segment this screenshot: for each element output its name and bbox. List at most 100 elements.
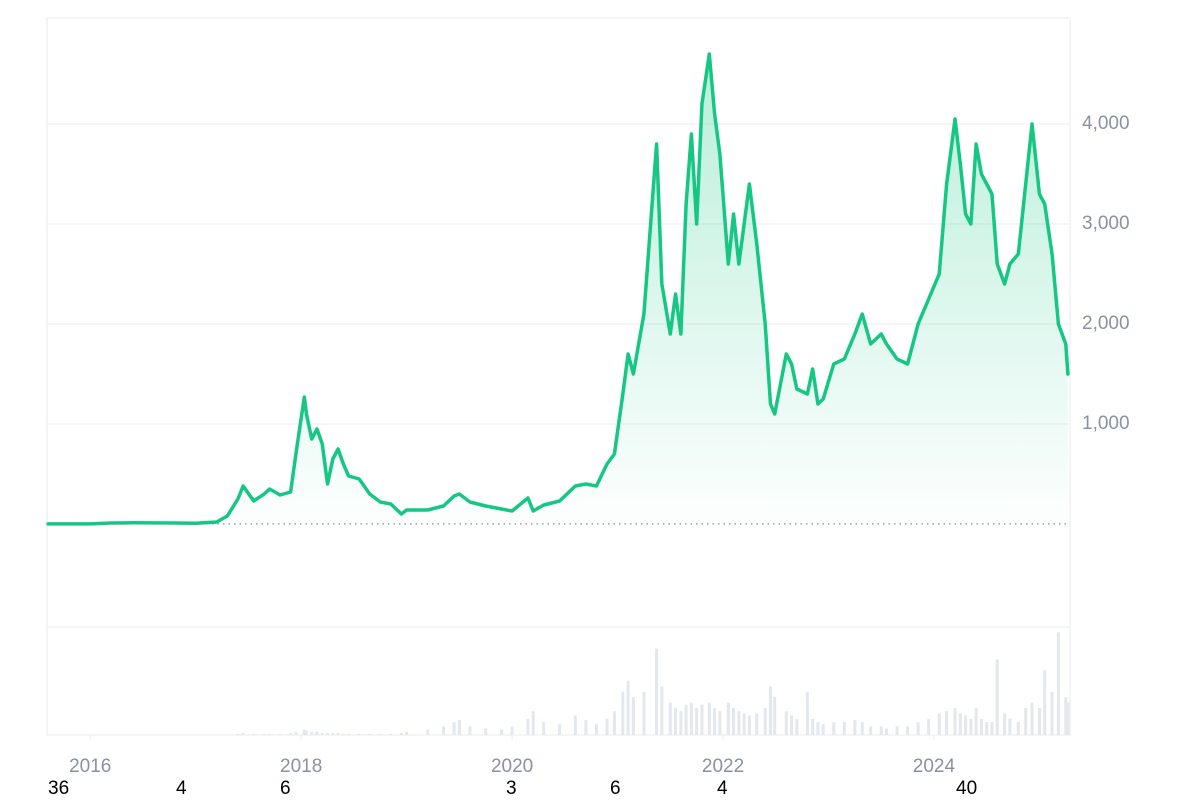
volume-bar [621, 691, 625, 735]
volume-bar [990, 722, 994, 735]
volume-bar [795, 718, 799, 735]
volume-bar [320, 732, 324, 735]
volume-bar [958, 713, 962, 735]
volume-bar [1043, 670, 1047, 735]
volume-bar [252, 733, 256, 735]
y-tick-label: 4,000 [1082, 113, 1130, 134]
volume-bar [302, 729, 306, 735]
volume-bar [684, 704, 688, 735]
volume-bar [790, 715, 794, 735]
price-line [46, 52, 1070, 526]
volume-bar [884, 728, 888, 735]
volume-bar [1030, 702, 1034, 735]
volume-bar [389, 733, 393, 735]
y-tick-label: 3,000 [1082, 213, 1130, 234]
volume-bar [294, 731, 298, 735]
volume-bar [895, 726, 899, 735]
volume-bar [442, 726, 446, 735]
x-tick-label: 2018 [280, 756, 322, 777]
volume-bar [773, 697, 777, 735]
volume-bar [1037, 708, 1041, 735]
volume-bar [700, 704, 704, 735]
volume-bar [341, 733, 345, 735]
volume-bar [679, 711, 683, 735]
volume-bar [405, 731, 409, 735]
x-tick-label: 2022 [702, 756, 744, 777]
volume-bar [605, 718, 609, 735]
volume-bar [755, 713, 759, 735]
volume-bar [426, 729, 430, 735]
volume-bar [718, 711, 722, 735]
footer-label: 4 [717, 778, 728, 799]
volume-bar [668, 702, 672, 735]
volume-bar [660, 686, 664, 735]
volume-bar [500, 729, 504, 735]
volume-bar [452, 722, 456, 735]
volume-bar [289, 732, 293, 735]
volume-bar [927, 718, 931, 735]
volume-bar [526, 718, 530, 735]
volume-bar [631, 697, 635, 735]
volume-bar [713, 708, 717, 735]
volume-bar [916, 722, 920, 735]
volume-bar [726, 702, 730, 735]
volume-bar [853, 719, 857, 735]
volume-bar [732, 708, 736, 735]
volume-bar [953, 708, 957, 735]
volume-bar [1024, 708, 1028, 735]
volume-bar [737, 711, 741, 735]
volume-bar [357, 733, 361, 735]
volume-bar [805, 691, 809, 735]
volume-bar [821, 724, 825, 735]
volume-bar [612, 711, 616, 735]
volume-bar [510, 726, 514, 735]
footer-label: 6 [610, 778, 621, 799]
volume-bar [468, 726, 472, 735]
volume-bar [832, 722, 836, 735]
volume-bar [816, 722, 820, 735]
volume-bar [742, 713, 746, 735]
volume-bar [368, 733, 372, 735]
volume-bar [1066, 702, 1070, 735]
volume-bar [584, 719, 588, 735]
volume-bar [484, 728, 488, 735]
volume-bar [642, 691, 646, 735]
volume-bar [869, 726, 873, 735]
volume-bar [985, 722, 989, 735]
volume-bar [763, 708, 767, 735]
volume-bar [326, 732, 330, 735]
volume-bar [695, 708, 699, 735]
x-tick-label: 2020 [491, 756, 533, 777]
volume-bar [945, 711, 949, 735]
footer-label: 40 [956, 778, 977, 799]
volume-bar [542, 722, 546, 735]
volume-bar [974, 708, 978, 735]
volume-bar [304, 730, 308, 735]
volume-bar [1050, 691, 1054, 735]
footer-label: 6 [280, 778, 291, 799]
volume-bar [573, 715, 577, 735]
volume-bar [347, 733, 351, 735]
volume-bar [1003, 713, 1007, 735]
volume-bar [594, 724, 598, 735]
volume-bar [457, 719, 461, 735]
x-tick-label: 2024 [913, 756, 956, 777]
volume-bar [995, 659, 999, 735]
y-tick-label: 2,000 [1082, 313, 1130, 334]
volume-bar [626, 681, 630, 735]
volume-bar [811, 718, 815, 735]
volume-bar [689, 702, 693, 735]
volume-bar [399, 732, 403, 735]
volume-bar [784, 711, 788, 735]
volume-bar [768, 686, 772, 735]
volume-bar [964, 715, 968, 735]
volume-bar [1064, 697, 1068, 735]
volume-bar [241, 732, 245, 735]
volume-bar [906, 726, 910, 735]
volume-bar [1008, 718, 1012, 735]
volume-bar [336, 732, 340, 735]
footer-label: 4 [176, 778, 187, 799]
volume-bar [707, 702, 711, 735]
